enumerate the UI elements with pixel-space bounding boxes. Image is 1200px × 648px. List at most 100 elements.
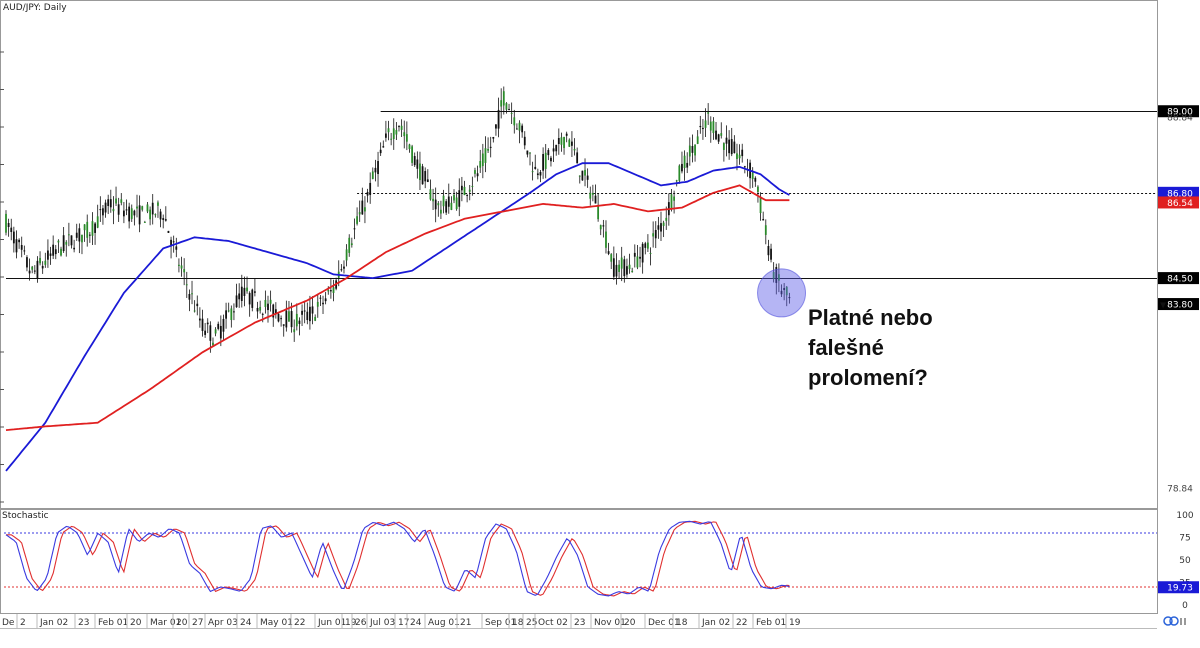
candle-body <box>52 244 55 256</box>
stochastic-tick-75: 75 <box>1179 534 1190 544</box>
candle-body <box>117 204 120 215</box>
candle-body <box>788 297 791 299</box>
candle-body <box>112 208 115 212</box>
candle-body <box>70 235 73 246</box>
current-price-marker: ▼ <box>1160 301 1167 310</box>
candle-body <box>434 199 437 210</box>
candle-body <box>426 179 429 182</box>
candle-body <box>107 199 110 206</box>
candle-body <box>665 217 668 221</box>
date-label: Mar 01 <box>150 618 181 628</box>
candle-body <box>138 205 141 225</box>
candle-body <box>518 122 521 131</box>
candle-body <box>209 325 212 341</box>
candle-body <box>204 330 207 335</box>
stochastic-tick-0: 0 <box>1182 601 1188 611</box>
candle-body <box>424 171 427 182</box>
price-tag-0: 89.00 <box>1167 108 1193 118</box>
candle-body <box>10 227 13 232</box>
candle-body <box>261 313 264 315</box>
candle-body <box>366 191 369 196</box>
date-label: 17 <box>398 618 409 628</box>
candle-body <box>198 318 201 321</box>
candle-body <box>164 219 167 221</box>
candle-body <box>269 299 272 304</box>
candle-body <box>311 306 314 314</box>
candle-body <box>99 209 102 211</box>
candle-body <box>591 193 594 195</box>
candle-body <box>413 156 416 166</box>
candle-body <box>206 322 209 325</box>
candle-body <box>227 310 230 312</box>
candle-body <box>256 307 259 312</box>
candle-body <box>505 103 508 110</box>
candle-body <box>751 172 754 180</box>
candle-body <box>91 221 94 236</box>
candle-body <box>49 253 52 256</box>
candle-body <box>282 324 285 326</box>
candle-body <box>191 293 193 295</box>
candle-body <box>130 208 133 219</box>
stochastic-current-bg <box>1158 581 1199 594</box>
candle-body <box>146 204 149 212</box>
candle-body <box>557 138 560 145</box>
date-label: 23 <box>574 618 585 628</box>
candle-body <box>647 242 649 249</box>
candle-body <box>484 148 487 163</box>
stochastic-tick-50: 50 <box>1179 556 1191 566</box>
candle-body <box>88 234 91 236</box>
candle-body <box>298 320 301 324</box>
candle-body <box>445 201 448 213</box>
stochastic-k-line <box>5 520 790 597</box>
candle-body <box>578 175 581 177</box>
price-tag-5: 83.80 <box>1167 301 1193 311</box>
candle-body <box>86 221 89 238</box>
candle-body <box>605 231 607 248</box>
date-label: 18 <box>512 618 524 628</box>
candle-body <box>681 163 683 172</box>
candle-body <box>641 243 644 263</box>
price-tag-2: 86.80 <box>1167 189 1193 199</box>
candle-body <box>694 144 696 156</box>
candle-body <box>612 258 615 277</box>
candle-body <box>154 214 157 216</box>
candle-body <box>193 310 196 312</box>
candle-body <box>128 206 131 222</box>
candle-body <box>728 139 731 154</box>
candle-body <box>81 234 83 243</box>
date-label: Jan 02 <box>701 618 730 628</box>
candle-body <box>196 303 199 307</box>
candle-body <box>432 198 434 202</box>
candle-body <box>217 323 220 329</box>
moving-average-red <box>5 184 790 431</box>
candle-body <box>510 112 513 114</box>
candle-body <box>96 216 99 228</box>
candle-body <box>599 225 602 230</box>
candle-body <box>170 239 172 247</box>
scale-link-icon[interactable] <box>1162 615 1190 627</box>
candle-body <box>183 269 186 273</box>
candle-body <box>440 209 442 214</box>
candle-body <box>395 130 398 135</box>
candle-body <box>243 287 246 296</box>
candle-body <box>343 266 345 269</box>
candle-body <box>500 100 503 107</box>
candle-body <box>115 198 117 204</box>
date-label: 20 <box>130 618 142 628</box>
candle-body <box>450 202 453 210</box>
candle-body <box>662 222 665 226</box>
date-label: De <box>2 618 15 628</box>
candle-body <box>610 254 613 262</box>
candle-body <box>736 153 738 159</box>
candle-body <box>722 143 725 150</box>
candle-body <box>772 272 775 279</box>
candle-body <box>670 194 673 210</box>
candle-body <box>474 170 476 174</box>
candle-body <box>212 342 214 346</box>
candle-body <box>741 149 744 157</box>
candle-body <box>733 141 736 154</box>
candle-body <box>390 138 393 140</box>
candle-body <box>552 148 555 152</box>
candle-body <box>636 256 639 268</box>
